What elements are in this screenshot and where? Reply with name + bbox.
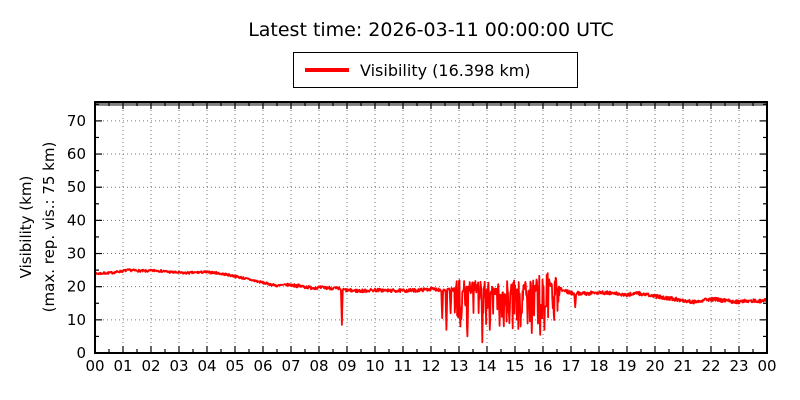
x-tick-label: 09 <box>337 357 356 375</box>
y-tick-label: 30 <box>67 245 86 263</box>
x-tick-label: 06 <box>253 357 272 375</box>
legend-label: Visibility (16.398 km) <box>360 60 531 80</box>
x-tick-label: 12 <box>421 357 440 375</box>
y-tick-label: 10 <box>67 311 86 329</box>
x-tick-label: 15 <box>505 357 524 375</box>
x-tick-label: 18 <box>589 357 608 375</box>
x-tick-label: 13 <box>449 357 468 375</box>
x-tick-label: 08 <box>309 357 328 375</box>
x-tick-label: 07 <box>281 357 300 375</box>
x-tick-label: 23 <box>729 357 748 375</box>
x-tick-label: 20 <box>645 357 664 375</box>
x-tick-label: 01 <box>113 357 132 375</box>
chart-title: Latest time: 2026-03-11 00:00:00 UTC <box>248 19 614 41</box>
x-tick-label: 19 <box>617 357 636 375</box>
x-tick-label: 05 <box>225 357 244 375</box>
x-tick-label: 10 <box>365 357 384 375</box>
legend-line-sample <box>305 68 349 72</box>
x-tick-label: 04 <box>197 357 216 375</box>
x-tick-label: 14 <box>477 357 496 375</box>
x-tick-label: 03 <box>169 357 188 375</box>
x-tick-label: 02 <box>141 357 160 375</box>
y-tick-label: 60 <box>67 145 86 163</box>
x-tick-label: 17 <box>561 357 580 375</box>
plot-border <box>94 101 768 354</box>
visibility-series-line <box>94 268 768 344</box>
x-tick-label: 22 <box>701 357 720 375</box>
y-tick-label: 70 <box>67 112 86 130</box>
x-tick-label: 11 <box>393 357 412 375</box>
y-tick-label: 50 <box>67 178 86 196</box>
x-tick-label: 16 <box>533 357 552 375</box>
legend: Visibility (16.398 km) <box>293 52 578 88</box>
x-tick-label: 21 <box>673 357 692 375</box>
x-tick-label: 00 <box>85 357 104 375</box>
x-tick-label: 00 <box>757 357 776 375</box>
y-tick-label: 0 <box>76 344 86 362</box>
y-tick-label: 20 <box>67 278 86 296</box>
y-tick-label: 40 <box>67 211 86 229</box>
